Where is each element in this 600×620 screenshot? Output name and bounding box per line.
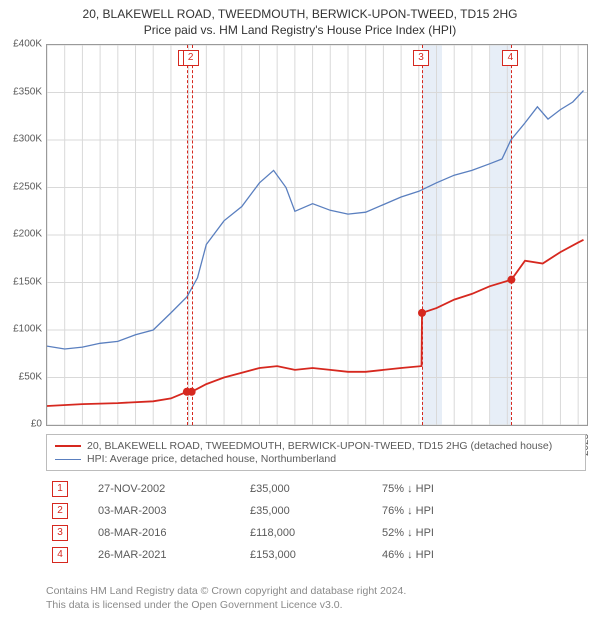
event-delta: 46% ↓ HPI (376, 544, 586, 566)
event-vline (187, 45, 188, 425)
event-flag: 3 (413, 50, 429, 66)
y-tick-label: £250K (13, 181, 42, 192)
event-vline (192, 45, 193, 425)
event-flag-small: 2 (52, 503, 68, 519)
event-date: 08-MAR-2016 (92, 522, 244, 544)
event-flag-small: 4 (52, 547, 68, 563)
event-date: 03-MAR-2003 (92, 500, 244, 522)
y-tick-label: £400K (13, 39, 42, 50)
event-flag: 2 (183, 50, 199, 66)
event-date: 26-MAR-2021 (92, 544, 244, 566)
event-delta: 76% ↓ HPI (376, 500, 586, 522)
hpi-line (47, 91, 584, 349)
legend-label-price: 20, BLAKEWELL ROAD, TWEEDMOUTH, BERWICK-… (87, 440, 552, 452)
event-price: £118,000 (244, 522, 376, 544)
legend-item-hpi: HPI: Average price, detached house, Nort… (55, 453, 577, 465)
y-tick-label: £300K (13, 134, 42, 145)
event-row: 4 26-MAR-2021£153,00046% ↓ HPI (46, 544, 586, 566)
footer-attribution: Contains HM Land Registry data © Crown c… (46, 584, 406, 612)
y-tick-label: £100K (13, 324, 42, 335)
y-tick-label: £150K (13, 276, 42, 287)
y-tick-label: £350K (13, 86, 42, 97)
event-flag-small: 3 (52, 525, 68, 541)
event-price: £35,000 (244, 500, 376, 522)
event-row: 1 27-NOV-2002£35,00075% ↓ HPI (46, 478, 586, 500)
events-table: 1 27-NOV-2002£35,00075% ↓ HPI 2 03-MAR-2003… (46, 478, 586, 566)
legend-label-hpi: HPI: Average price, detached house, Nort… (87, 453, 336, 465)
event-flag-small: 1 (52, 481, 68, 497)
event-date: 27-NOV-2002 (92, 478, 244, 500)
chart-title: 20, BLAKEWELL ROAD, TWEEDMOUTH, BERWICK-… (0, 0, 600, 38)
price-line (47, 240, 584, 406)
event-delta: 52% ↓ HPI (376, 522, 586, 544)
event-price: £153,000 (244, 544, 376, 566)
y-tick-label: £50K (19, 371, 42, 382)
y-tick-label: £0 (31, 419, 42, 430)
event-price: £35,000 (244, 478, 376, 500)
event-delta: 75% ↓ HPI (376, 478, 586, 500)
event-flag: 4 (502, 50, 518, 66)
event-vline (511, 45, 512, 425)
legend-swatch-price (55, 445, 81, 447)
footer-line1: Contains HM Land Registry data © Crown c… (46, 584, 406, 598)
chart-plot-area (46, 44, 588, 426)
legend: 20, BLAKEWELL ROAD, TWEEDMOUTH, BERWICK-… (46, 434, 586, 471)
event-row: 3 08-MAR-2016£118,00052% ↓ HPI (46, 522, 586, 544)
title-line2: Price paid vs. HM Land Registry's House … (0, 22, 600, 38)
title-line1: 20, BLAKEWELL ROAD, TWEEDMOUTH, BERWICK-… (0, 6, 600, 22)
y-tick-label: £200K (13, 229, 42, 240)
legend-item-price: 20, BLAKEWELL ROAD, TWEEDMOUTH, BERWICK-… (55, 440, 577, 452)
legend-swatch-hpi (55, 459, 81, 460)
chart-svg (47, 45, 587, 425)
event-vline (422, 45, 423, 425)
event-row: 2 03-MAR-2003£35,00076% ↓ HPI (46, 500, 586, 522)
footer-line2: This data is licensed under the Open Gov… (46, 598, 406, 612)
